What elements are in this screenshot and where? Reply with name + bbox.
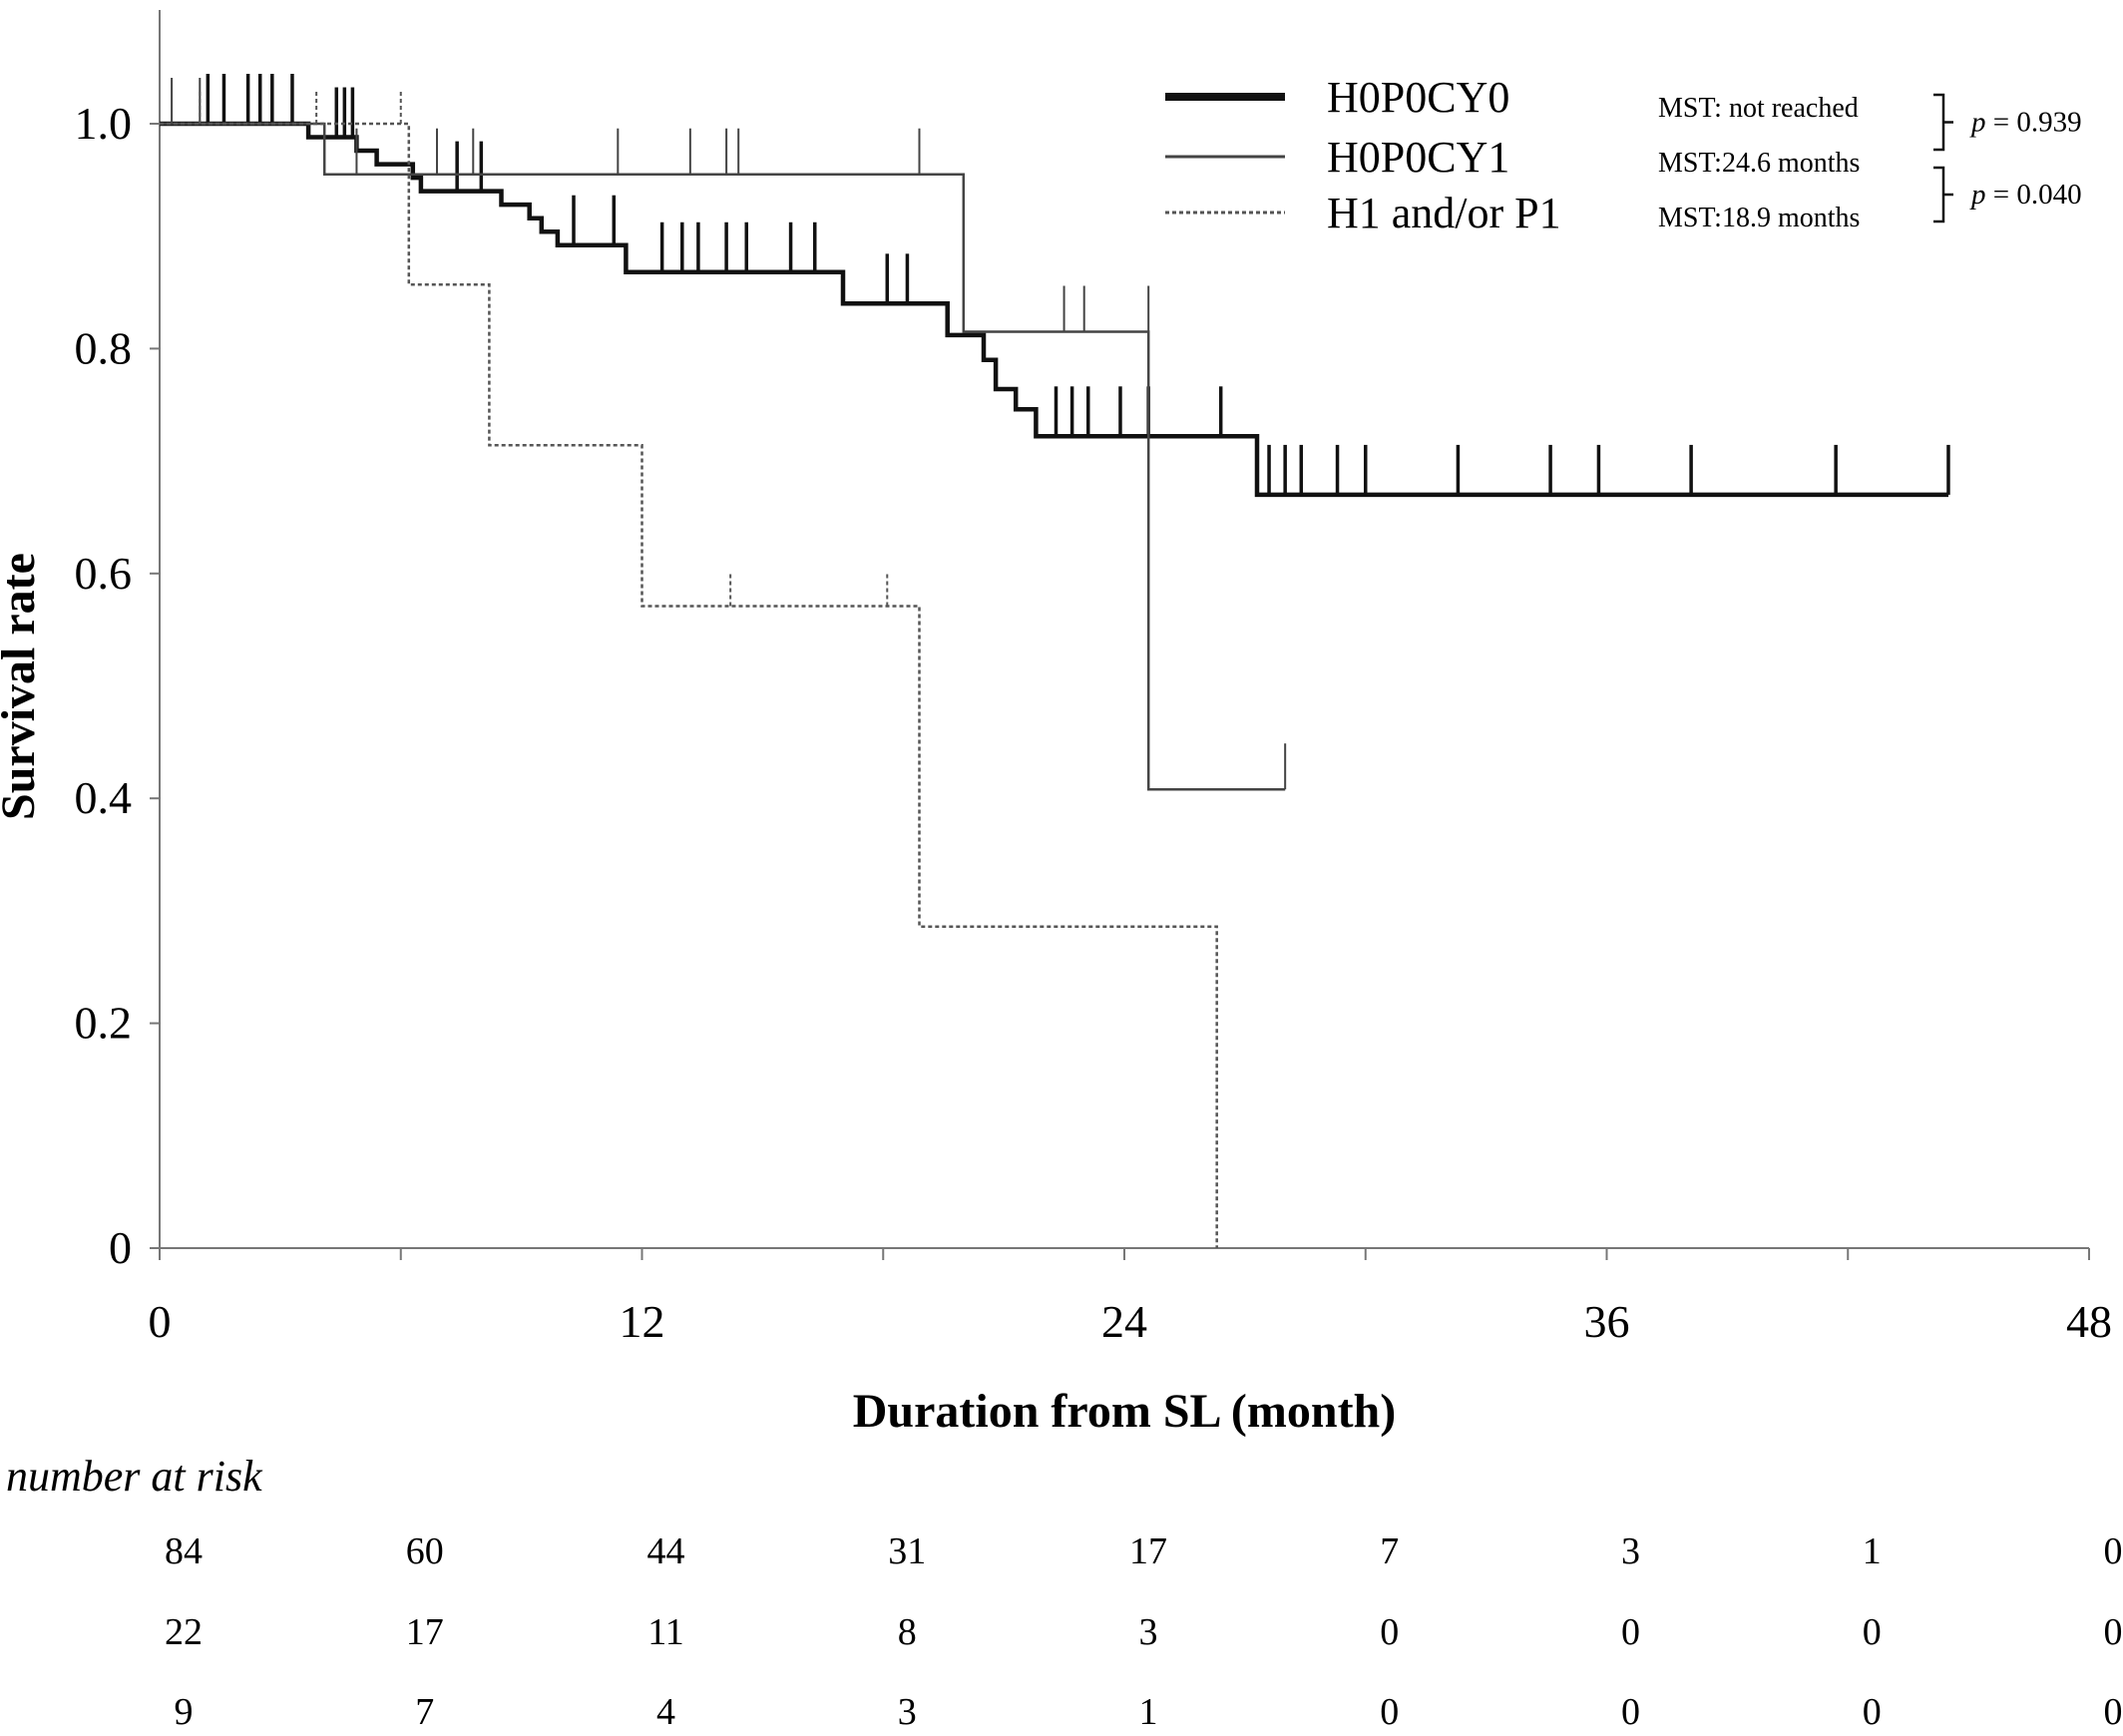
risk-cell: 1 xyxy=(1139,1691,1158,1731)
survival-curve-series-0 xyxy=(160,121,1948,498)
risk-cell: 31 xyxy=(888,1530,926,1572)
series-2-group xyxy=(160,90,1218,1248)
p-symbol: p xyxy=(1969,107,1986,139)
risk-cell: 17 xyxy=(406,1611,444,1653)
risk-table-title: number at risk xyxy=(6,1452,263,1501)
risk-cell: 22 xyxy=(165,1611,203,1653)
risk-cell: 3 xyxy=(1621,1530,1640,1572)
x-axis-title: Duration from SL (month) xyxy=(853,1385,1396,1438)
survival-curve-series-1 xyxy=(160,122,1286,791)
p-value-label: p = 0.040 xyxy=(1969,179,2082,211)
legend-label-series-2: H1 and/or P1 xyxy=(1327,189,1561,237)
risk-cell: 17 xyxy=(1129,1530,1167,1572)
legend-label-series-1: H0P0CY1 xyxy=(1327,133,1509,182)
p-value-text: = 0.040 xyxy=(1986,179,2082,211)
risk-cell: 9 xyxy=(175,1691,194,1731)
p-symbol: p xyxy=(1969,179,1986,211)
risk-cell: 0 xyxy=(2104,1691,2123,1731)
plot-area xyxy=(160,74,1950,1248)
risk-cell: 60 xyxy=(406,1530,444,1572)
risk-cell: 84 xyxy=(165,1530,203,1572)
y-tick-label: 0.4 xyxy=(75,772,133,823)
risk-cell: 3 xyxy=(1139,1611,1158,1653)
statistics-annotations: MST: not reached MST:24.6 months MST:18.9 … xyxy=(1658,93,2082,233)
legend: H0P0CY0 H0P0CY1 H1 and/or P1 xyxy=(1165,73,1561,237)
y-tick-label: 0 xyxy=(109,1222,132,1273)
x-tick-label: 48 xyxy=(2066,1296,2112,1347)
x-tick-label: 24 xyxy=(1101,1296,1147,1347)
risk-cell: 7 xyxy=(1380,1530,1399,1572)
series-1-group xyxy=(160,78,1287,791)
x-tick-label: 12 xyxy=(620,1296,665,1347)
y-tick-label: 0.2 xyxy=(75,998,133,1049)
x-tick-label: 0 xyxy=(149,1296,172,1347)
series-0-group xyxy=(160,74,1950,498)
mst-label-series-2: MST:18.9 months xyxy=(1658,203,1860,233)
comparison-bracket xyxy=(1933,166,1953,223)
risk-cell: 8 xyxy=(898,1611,917,1653)
risk-cell: 0 xyxy=(1863,1691,1882,1731)
risk-cell: 7 xyxy=(415,1691,434,1731)
p-value-text: = 0.939 xyxy=(1986,107,2082,139)
risk-cell: 44 xyxy=(647,1530,685,1572)
y-axis-title: Survival rate xyxy=(0,553,45,820)
risk-cell: 0 xyxy=(1621,1611,1640,1653)
y-tick-label: 0.6 xyxy=(75,548,133,599)
risk-cell: 0 xyxy=(1380,1691,1399,1731)
risk-cell: 0 xyxy=(1380,1611,1399,1653)
mst-label-series-1: MST:24.6 months xyxy=(1658,148,1860,179)
risk-cell: 1 xyxy=(1863,1530,1882,1572)
legend-label-series-0: H0P0CY0 xyxy=(1327,73,1509,122)
p-value-label: p = 0.939 xyxy=(1969,107,2082,139)
y-tick-label: 1.0 xyxy=(75,98,133,149)
risk-cell: 3 xyxy=(898,1691,917,1731)
axes: 0 12 24 36 48 0 0.2 0.4 0.6 0.8 1.0 Duration from S… xyxy=(0,10,2112,1438)
risk-cell: 0 xyxy=(1621,1691,1640,1731)
survival-curve-series-2 xyxy=(160,122,1218,1248)
risk-cell: 0 xyxy=(2104,1611,2123,1653)
y-tick-label: 0.8 xyxy=(75,322,133,373)
comparison-bracket xyxy=(1933,93,1953,152)
risk-cell: 4 xyxy=(656,1691,675,1731)
x-tick-label: 36 xyxy=(1584,1296,1630,1347)
mst-label-series-0: MST: not reached xyxy=(1658,93,1859,124)
risk-cell: 0 xyxy=(1863,1611,1882,1653)
risk-cell: 0 xyxy=(2104,1530,2123,1572)
risk-cell: 11 xyxy=(647,1611,684,1653)
